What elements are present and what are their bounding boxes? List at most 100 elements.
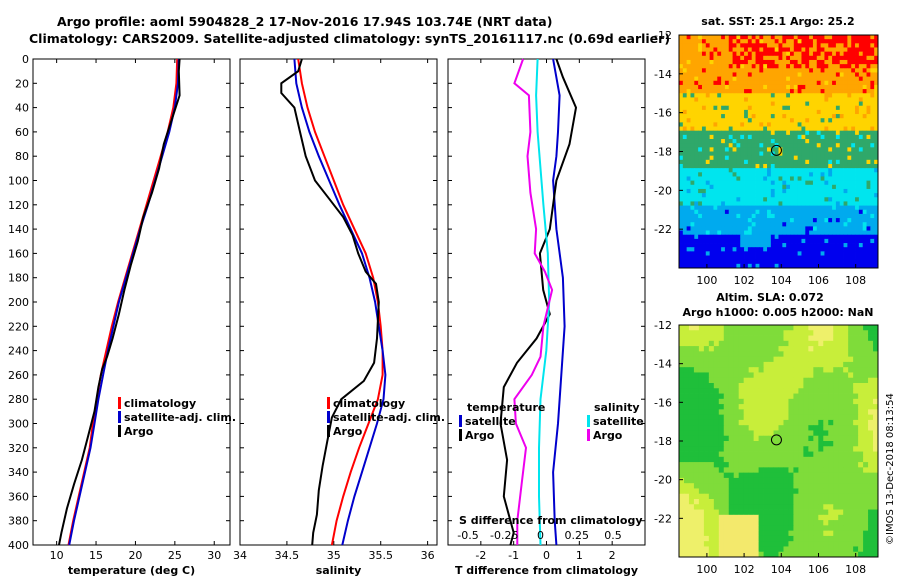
heatmap-cell [732, 230, 737, 236]
heatmap-cell [682, 193, 688, 198]
heatmap-cell [789, 93, 795, 98]
heatmap-cell [801, 226, 806, 231]
heatmap-cell [721, 163, 726, 169]
heatmap-cell [732, 72, 737, 78]
heatmap-cell [843, 114, 848, 119]
heatmap-cell [851, 101, 856, 107]
heatmap-cell [778, 243, 783, 248]
heatmap-cell [833, 383, 839, 389]
heatmap-cell [733, 377, 740, 384]
heatmap-cell [736, 193, 741, 198]
heatmap-cell [755, 247, 760, 252]
heatmap-cell [718, 509, 725, 516]
heatmap-cell [763, 488, 769, 495]
heatmap-cell [708, 441, 715, 447]
heatmap-cell [858, 514, 864, 521]
heatmap-cell [870, 97, 875, 102]
heatmap-cell [862, 213, 867, 219]
heatmap-cell [801, 155, 806, 161]
heatmap-cell [812, 172, 818, 177]
heatmap-cell [701, 101, 707, 107]
heatmap-cell [683, 520, 690, 526]
heatmap-cell [862, 201, 867, 206]
heatmap-cell [693, 340, 700, 347]
heatmap-cell [828, 251, 833, 256]
heatmap-cell [778, 209, 783, 215]
heatmap-cell [738, 388, 745, 394]
heatmap-cell [853, 372, 859, 379]
heatmap-cell [690, 126, 695, 132]
heatmap-cell [736, 64, 741, 69]
heatmap-cell [770, 139, 776, 144]
heatmap-cell [728, 172, 733, 177]
heatmap-cell [701, 193, 707, 198]
heatmap-cell [820, 163, 825, 169]
heatmap-cell [855, 222, 860, 227]
heatmap-cell [835, 64, 841, 69]
heatmap-cell [778, 130, 783, 136]
heatmap-cell [858, 168, 864, 173]
heatmap-cell [782, 243, 787, 248]
heatmap-cell [724, 188, 730, 194]
heatmap-cell [813, 541, 819, 547]
heatmap-cell [813, 351, 819, 358]
heatmap-cell [679, 446, 685, 452]
heatmap-cell [801, 159, 806, 165]
heatmap-cell [798, 456, 804, 463]
heatmap-cell [851, 126, 856, 132]
heatmap-cell [743, 372, 750, 379]
heatmap-cell [862, 118, 867, 123]
heatmap-cell [793, 551, 799, 558]
heatmap-cell [740, 47, 745, 53]
heatmap-cell [870, 105, 875, 111]
heatmap-cell [812, 163, 818, 169]
heatmap-cell [686, 134, 691, 140]
heatmap-cell [708, 330, 715, 336]
heatmap-cell [686, 101, 691, 107]
heatmap-cell [690, 172, 695, 177]
heatmap-cell [818, 541, 824, 547]
heatmap-cell [855, 255, 860, 261]
heatmap-cell [679, 118, 684, 123]
heatmap-cell [682, 230, 688, 236]
heatmap-cell [803, 462, 809, 468]
heatmap-cell [686, 122, 691, 127]
heatmap-cell [763, 188, 768, 194]
heatmap-cell [824, 97, 829, 102]
heatmap-cell [744, 59, 749, 65]
heatmap-cell [874, 80, 879, 86]
heatmap-cell [847, 159, 852, 165]
heatmap-cell [873, 520, 879, 526]
heatmap-cell [763, 335, 769, 342]
heatmap-cell [835, 213, 841, 219]
heatmap-cell [788, 367, 794, 373]
heatmap-cell [755, 105, 760, 111]
heatmap-cell [839, 109, 844, 115]
heatmap-cell [751, 109, 756, 115]
heatmap-cell [759, 176, 764, 182]
heatmap-cell [767, 213, 772, 219]
heatmap-cell [820, 159, 825, 165]
heatmap-cell [682, 184, 688, 190]
heatmap-cell [744, 147, 749, 152]
sla-map-subtitle: Argo h1000: 0.005 h2000: NaN [682, 306, 873, 319]
heatmap-cell [694, 109, 699, 115]
heatmap-cell [786, 59, 791, 65]
heatmap-cell [812, 43, 818, 48]
heatmap-cell [839, 147, 844, 152]
heatmap-cell [679, 325, 685, 331]
heatmap-cell [809, 55, 814, 61]
heatmap-cell [812, 89, 818, 94]
heatmap-cell [838, 472, 844, 479]
heatmap-cell [698, 72, 703, 78]
heatmap-cell [759, 151, 764, 157]
heatmap-cell [853, 477, 859, 484]
heatmap-cell [823, 367, 829, 373]
heatmap-cell [717, 259, 722, 265]
heatmap-cell [843, 441, 849, 447]
heatmap-cell [858, 114, 864, 119]
heatmap-cell [812, 184, 818, 190]
heatmap-cell [862, 101, 867, 107]
heatmap-cell [770, 143, 776, 148]
heatmap-cell [701, 180, 707, 186]
